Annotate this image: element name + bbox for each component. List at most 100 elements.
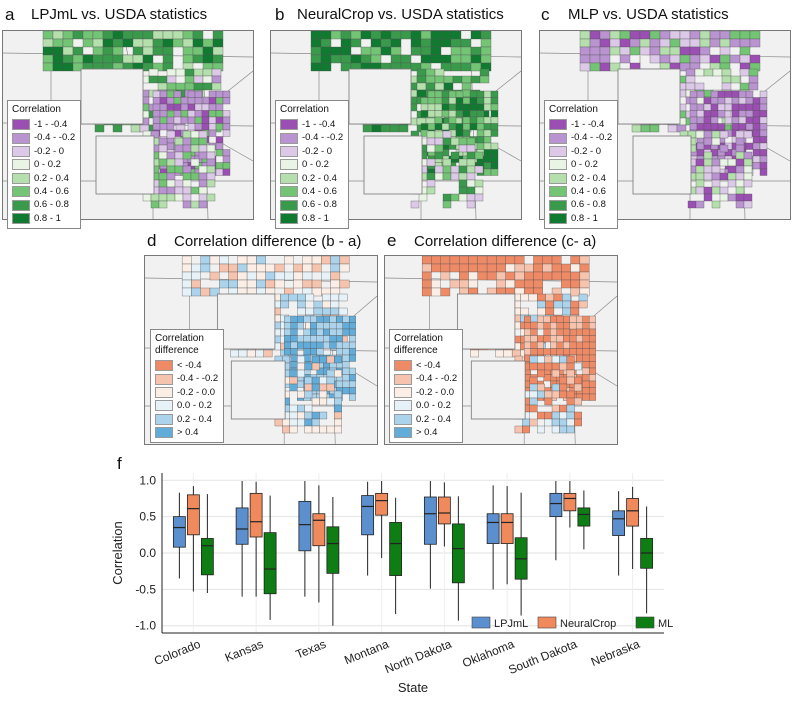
x-axis-label: State [398,680,428,695]
box-NeuralCrop-Oklahoma [500,486,514,585]
legend-label: -0.4 - -0.2 [177,373,219,385]
legend-label: 0.8 - 1 [571,212,598,224]
y-tick-label: -1.0 [135,619,156,633]
x-tick-label: Colorado [152,637,203,668]
legend-swatch [280,199,298,211]
legend-item: -1 - -0.4 [280,118,343,131]
legend-swatch [155,400,173,412]
panel-title-a: LPJmL vs. USDA statistics [31,6,208,23]
box-NeuralCrop-South Dakota [563,481,577,528]
map-b [270,30,522,220]
legend-swatch [549,172,567,184]
box-MLP-Oklahoma [514,492,528,616]
legend-item: -0.4 - -0.2 [280,131,343,144]
legend-label: > 0.4 [177,427,199,439]
legend-swatch [549,213,567,225]
legend-swatch [12,132,30,144]
legend-swatch [12,159,30,171]
box-NeuralCrop-Texas [312,485,326,603]
legend-label: -0.2 - 0.0 [177,386,216,398]
legend-label: < -0.4 [416,360,441,371]
legend-item: -1 - -0.4 [549,118,612,131]
legend-swatch [155,360,173,372]
legend-label: 0.4 - 0.6 [34,186,69,198]
legend-label: -0.4 - -0.2 [302,132,344,144]
legend-item-NeuralCrop: NeuralCrop [537,616,616,630]
legend-label: 0 - 0.2 [34,159,61,171]
box-MLP-Kansas [263,495,277,620]
box-LPJmL-Nebraska [612,491,626,576]
legend-item: -0.2 - 0.0 [394,386,457,399]
legend-item: < -0.4 [394,359,457,372]
legend-item: 0.6 - 0.8 [12,198,75,211]
legend-swatch [549,146,567,158]
box-MLP-Texas [326,497,340,626]
box-LPJmL-South Dakota [549,481,563,561]
legend-swatch [12,172,30,184]
legend-item: 0.2 - 0.4 [394,413,457,426]
legend-item: -0.4 - -0.2 [155,372,218,385]
legend-swatch [12,119,30,131]
legend-item: -0.4 - -0.2 [12,131,75,144]
legend-item: 0 - 0.2 [549,158,612,171]
panel-title-b: NeuralCrop vs. USDA statistics [297,6,504,23]
box-LPJmL-North Dakota [423,481,437,589]
y-tick-label: 0.5 [139,510,156,524]
legend-item: 0.8 - 1 [12,212,75,225]
box-LPJmL-Oklahoma [486,485,500,590]
legend-item: > 0.4 [155,426,218,439]
box-MLP-South Dakota [577,490,591,550]
svg-text:LPJmL: LPJmL [494,618,528,630]
svg-text:MLP: MLP [658,618,674,630]
legend-swatch [394,373,412,385]
legend-title: Correlation [549,104,598,115]
legend-swatch [12,213,30,225]
panel-label-c: c [541,5,550,24]
legend-swatch [280,159,298,171]
legend-swatch [549,132,567,144]
correlation-legend-c: Correlation -1 - -0.4 -0.4 - -0.2 -0.2 - 0 0… [544,100,619,230]
legend-swatch [280,146,298,158]
legend-swatch [12,186,30,198]
legend-swatch [394,400,412,412]
legend-title-line1: Correlation [394,333,443,344]
legend-label: 0.2 - 0.4 [302,172,337,184]
panel-title-e: Correlation difference (c- a) [414,233,597,250]
legend-label: 0.2 - 0.4 [416,413,451,425]
legend-swatch [12,146,30,158]
legend-item: 0.4 - 0.6 [12,185,75,198]
x-tick-label: Nebraska [589,637,642,669]
legend-item: 0.2 - 0.4 [12,172,75,185]
legend-label: 0.8 - 1 [34,212,61,224]
legend-title-line2: difference [394,345,438,356]
legend-label: 0.8 - 1 [302,212,329,224]
legend-title: Correlation [280,104,329,115]
legend-swatch [280,213,298,225]
legend-label: 0.4 - 0.6 [571,186,606,198]
legend-swatch [549,159,567,171]
legend-item: > 0.4 [394,426,457,439]
legend-title-line2: difference [155,345,199,356]
correlation-legend-a: Correlation -1 - -0.4 -0.4 - -0.2 -0.2 - 0 0… [7,100,82,230]
difference-legend-e: Correlation difference < -0.4 -0.4 - -0.2 -0… [389,329,464,444]
legend-label: -1 - -0.4 [571,119,605,130]
legend-label: > 0.4 [416,427,438,439]
legend-swatch [280,132,298,144]
legend-label: 0 - 0.2 [571,159,598,171]
legend-item-LPJmL: LPJmL [471,616,528,630]
legend-label: -0.2 - 0.0 [416,386,455,398]
box-NeuralCrop-Nebraska [626,486,640,569]
panel-label-a: a [5,5,15,24]
legend-label: 0.6 - 0.8 [571,199,606,211]
y-tick-label: -0.5 [135,582,156,596]
svg-text:NeuralCrop: NeuralCrop [560,618,616,630]
y-axis-label: Correlation [110,521,125,585]
legend-swatch [394,387,412,399]
legend-label: 0.0 - 0.2 [416,400,451,412]
panel-label-e: e [387,231,397,250]
legend-item: 0.6 - 0.8 [549,198,612,211]
legend-title-line1: Correlation [155,333,204,344]
legend-item: -0.2 - 0.0 [155,386,218,399]
legend-swatch [155,387,173,399]
box-LPJmL-Texas [298,481,312,597]
